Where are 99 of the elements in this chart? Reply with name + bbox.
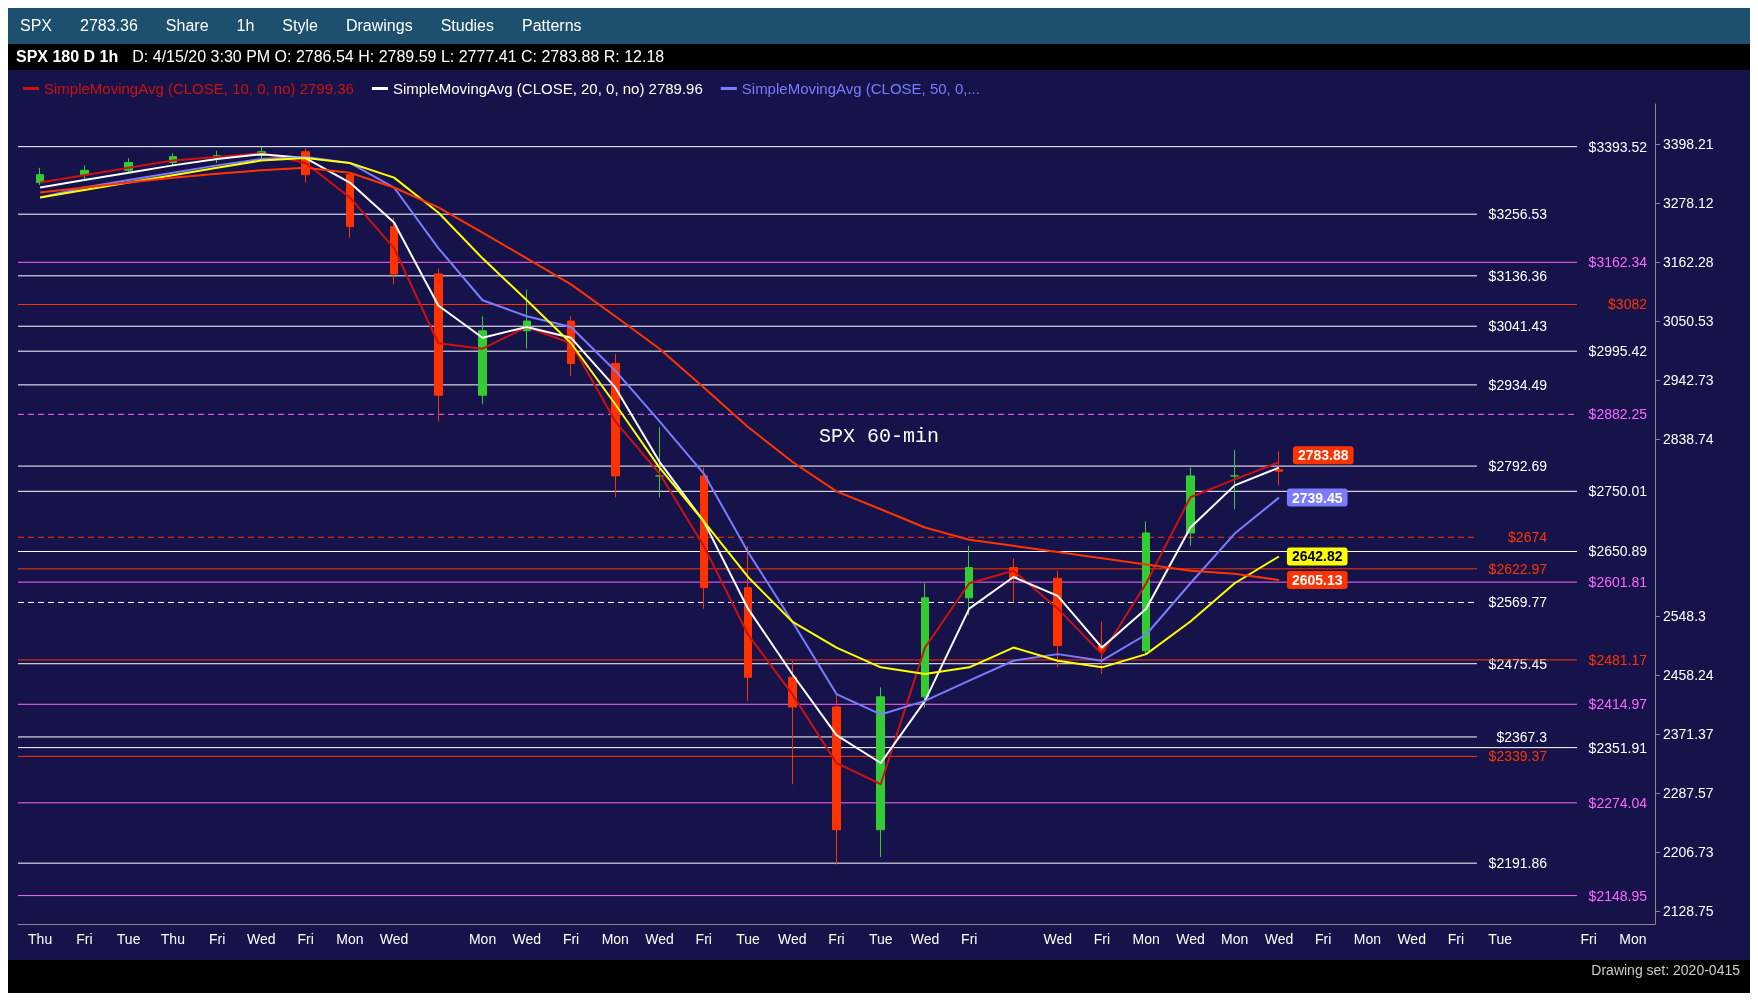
x-tick-label: Fri: [562, 931, 580, 947]
text: 2783.88: [1297, 447, 1349, 464]
x-tick-label: Mon: [336, 931, 364, 947]
chart-subtitle: D: 4/15/20 3:30 PM O: 2786.54 H: 2789.59 L: 2777.41 C: 2783.88 R: 12.18: [132, 48, 665, 66]
x-tick-label: Tue: [736, 931, 761, 947]
x-tick-label: Wed: [512, 931, 542, 947]
ref-line-label: $3256.53: [1488, 206, 1548, 223]
x-tick-label: Thu: [28, 931, 53, 947]
x-tick-label: Wed: [1043, 931, 1072, 947]
y-tick-label: 2548.3: [1663, 608, 1707, 625]
y-tick-label: 2128.75: [1663, 903, 1714, 920]
text: Drawings: [345, 17, 413, 35]
x-tick-label: Wed: [1397, 931, 1426, 947]
ref-line-label: $2148.95: [1588, 887, 1648, 904]
ref-line-label: $3041.43: [1488, 318, 1548, 335]
x-tick-label: Mon: [1132, 931, 1160, 947]
x-tick-label: Wed: [910, 931, 940, 947]
x-tick-label: Wed: [1264, 931, 1294, 947]
x-tick-label: Fri: [1580, 931, 1597, 947]
ref-line-label: $2750.01: [1588, 483, 1648, 500]
y-tick-label: 2942.73: [1663, 372, 1714, 389]
text: Patterns: [522, 17, 582, 35]
y-tick-label: 2371.37: [1663, 726, 1714, 743]
candlestick: [1275, 450, 1283, 486]
ref-line-label: $2882.25: [1588, 406, 1648, 423]
x-tick-label: Mon: [468, 931, 497, 947]
x-tick-label: Tue: [1488, 931, 1513, 947]
candlestick: [1142, 520, 1150, 655]
data-label: 2605.13: [1291, 572, 1343, 589]
x-tick-label: Mon: [1353, 931, 1382, 947]
ref-line-label: $3082: [1608, 296, 1648, 313]
y-tick-label: 3278.12: [1663, 195, 1714, 212]
ref-line-label: $2367.3: [1496, 728, 1548, 745]
text: Studies: [440, 17, 494, 35]
legend-label: SimpleMovingAvg (CLOSE, 10, 0, no) 2799.36: [44, 80, 354, 97]
ref-line-label: $2601.81: [1588, 574, 1648, 591]
x-tick-label: Fri: [76, 931, 93, 947]
y-tick-label: 3050.53: [1663, 313, 1714, 330]
ref-line-label: $2274.04: [1588, 794, 1648, 811]
x-tick-label: Wed: [247, 931, 276, 947]
data-label: 2642.82: [1291, 548, 1343, 565]
y-tick-label: 2206.73: [1663, 844, 1714, 861]
x-tick-label: Fri: [961, 931, 978, 947]
candlestick: [876, 686, 885, 858]
x-tick-label: Tue: [868, 931, 893, 947]
candlestick: [921, 582, 929, 709]
legend-label: SimpleMovingAvg (CLOSE, 20, 0, no) 2789.96: [392, 80, 703, 97]
x-tick-label: Fri: [1093, 931, 1111, 947]
ref-line-label: $2339.37: [1488, 748, 1548, 765]
ref-line-label: $2481.17: [1588, 651, 1648, 668]
x-tick-label: Fri: [297, 931, 314, 947]
ref-line-label: $2674: [1508, 529, 1548, 546]
ref-line-label: $2792.69: [1488, 458, 1548, 475]
legend-label: SimpleMovingAvg (CLOSE, 50, 0,...: [741, 80, 980, 97]
x-tick-label: Fri: [1447, 931, 1465, 947]
ref-line-label: $3393.52: [1588, 138, 1648, 155]
x-tick-label: Wed: [1176, 931, 1205, 947]
data-label: 2739.45: [1291, 489, 1343, 506]
x-tick-label: Wed: [777, 931, 807, 947]
text: Style: [282, 17, 318, 35]
text: 1h: [236, 17, 255, 35]
annotation: SPX 60-min: [818, 424, 940, 448]
candlestick: [655, 426, 664, 498]
ref-line-label: $2191.86: [1488, 855, 1548, 872]
x-tick-label: Mon: [1619, 931, 1647, 947]
candlestick: [478, 315, 487, 405]
ref-line-label: $2622.97: [1488, 560, 1548, 577]
y-tick-label: 3398.21: [1663, 136, 1714, 153]
chart-title: SPX 180 D 1h: [16, 48, 119, 66]
ref-line-label: $2934.49: [1488, 376, 1548, 393]
x-tick-label: Tue: [116, 931, 141, 947]
ref-line-label: $2569.77: [1488, 594, 1548, 611]
x-tick-label: Wed: [379, 931, 409, 947]
candlestick: [1230, 449, 1239, 510]
y-tick-label: 3162.28: [1663, 254, 1714, 271]
ref-line-label: $3162.34: [1588, 254, 1648, 271]
ref-line-label: $2650.89: [1588, 543, 1648, 560]
y-tick-label: 2458.24: [1663, 667, 1714, 684]
ref-line-label: $2475.45: [1488, 655, 1548, 672]
x-tick-label: Mon: [1221, 931, 1249, 947]
x-tick-label: Thu: [160, 931, 185, 947]
x-tick-label: Fri: [1315, 931, 1332, 947]
text: 2783.36: [80, 17, 138, 35]
candlestick: [346, 172, 354, 239]
ref-line-label: $3136.36: [1488, 267, 1548, 284]
x-tick-label: Fri: [208, 931, 226, 947]
y-tick-label: 2287.57: [1663, 785, 1714, 802]
y-tick-label: 2838.74: [1663, 431, 1714, 448]
text: Share: [165, 17, 209, 35]
x-tick-label: Mon: [601, 931, 629, 947]
candlestick: [965, 545, 973, 616]
ref-line-label: $2995.42: [1588, 343, 1648, 360]
ref-line-label: $2414.97: [1588, 696, 1648, 713]
text: Drawing set: 2020-0415: [1590, 961, 1741, 980]
text: SPX: [20, 17, 53, 35]
x-tick-label: Fri: [695, 931, 712, 947]
x-tick-label: Wed: [645, 931, 674, 947]
ref-line-label: $2351.91: [1588, 739, 1648, 756]
x-tick-label: Fri: [828, 931, 845, 947]
